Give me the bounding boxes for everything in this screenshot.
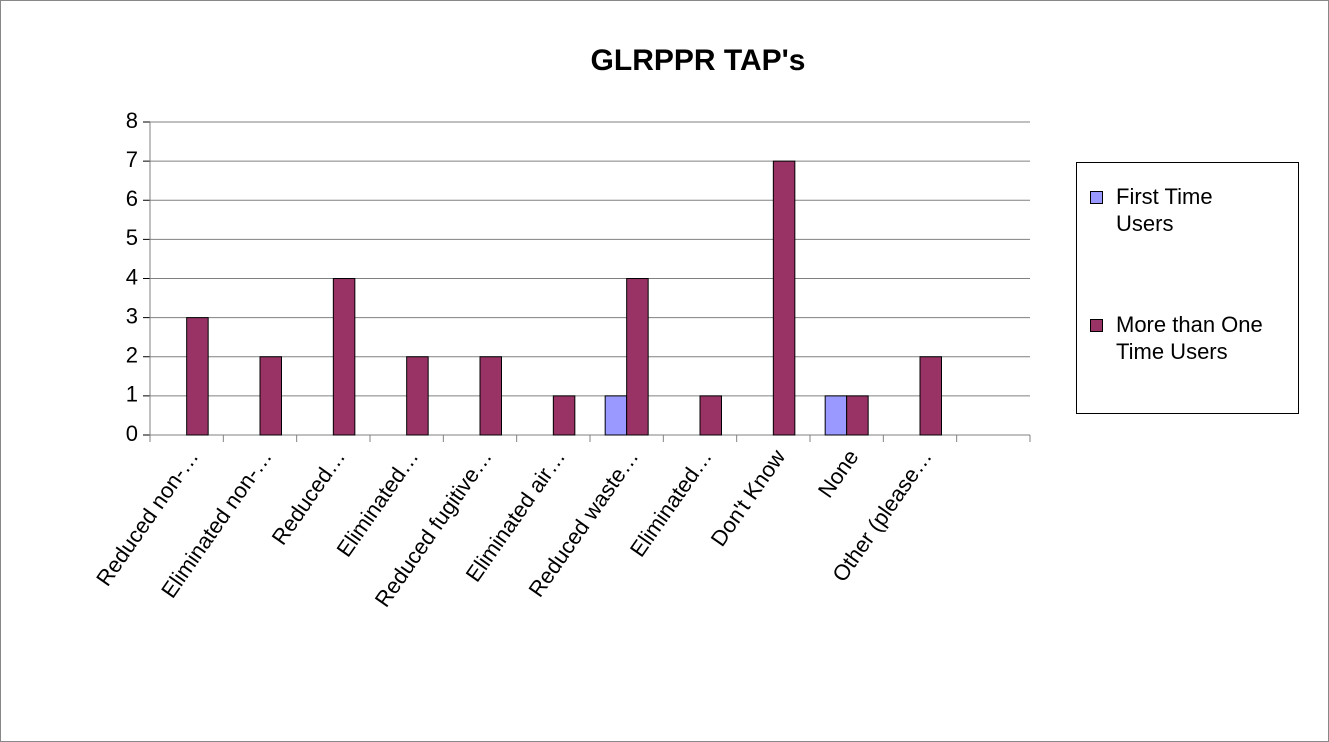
bar bbox=[699, 395, 722, 436]
bar bbox=[406, 356, 429, 436]
legend-label: More than One Time Users bbox=[1116, 312, 1263, 364]
y-tick-label: 1 bbox=[126, 382, 138, 407]
bar bbox=[552, 395, 576, 436]
bar bbox=[604, 395, 628, 436]
y-tick-label: 6 bbox=[126, 186, 138, 211]
legend-label: First Time Users bbox=[1116, 184, 1213, 236]
bar bbox=[626, 278, 649, 436]
legend-box bbox=[1076, 162, 1299, 414]
bar bbox=[919, 356, 942, 436]
bar bbox=[186, 317, 209, 436]
legend-swatch bbox=[1090, 191, 1103, 204]
bar bbox=[846, 395, 869, 436]
y-tick-label: 8 bbox=[126, 108, 138, 133]
bar bbox=[772, 160, 796, 436]
bar bbox=[479, 356, 502, 436]
y-tick-label: 0 bbox=[126, 421, 138, 446]
y-tick-label: 2 bbox=[126, 343, 138, 368]
y-tick-label: 5 bbox=[126, 225, 138, 250]
y-tick-label: 4 bbox=[126, 264, 138, 289]
y-tick-label: 3 bbox=[126, 303, 138, 328]
y-tick-label: 7 bbox=[126, 147, 138, 172]
chart-title: GLRPPR TAP's bbox=[591, 44, 806, 77]
bar bbox=[824, 395, 848, 436]
bar bbox=[259, 356, 282, 436]
bar bbox=[332, 278, 356, 436]
legend-swatch bbox=[1090, 319, 1103, 332]
